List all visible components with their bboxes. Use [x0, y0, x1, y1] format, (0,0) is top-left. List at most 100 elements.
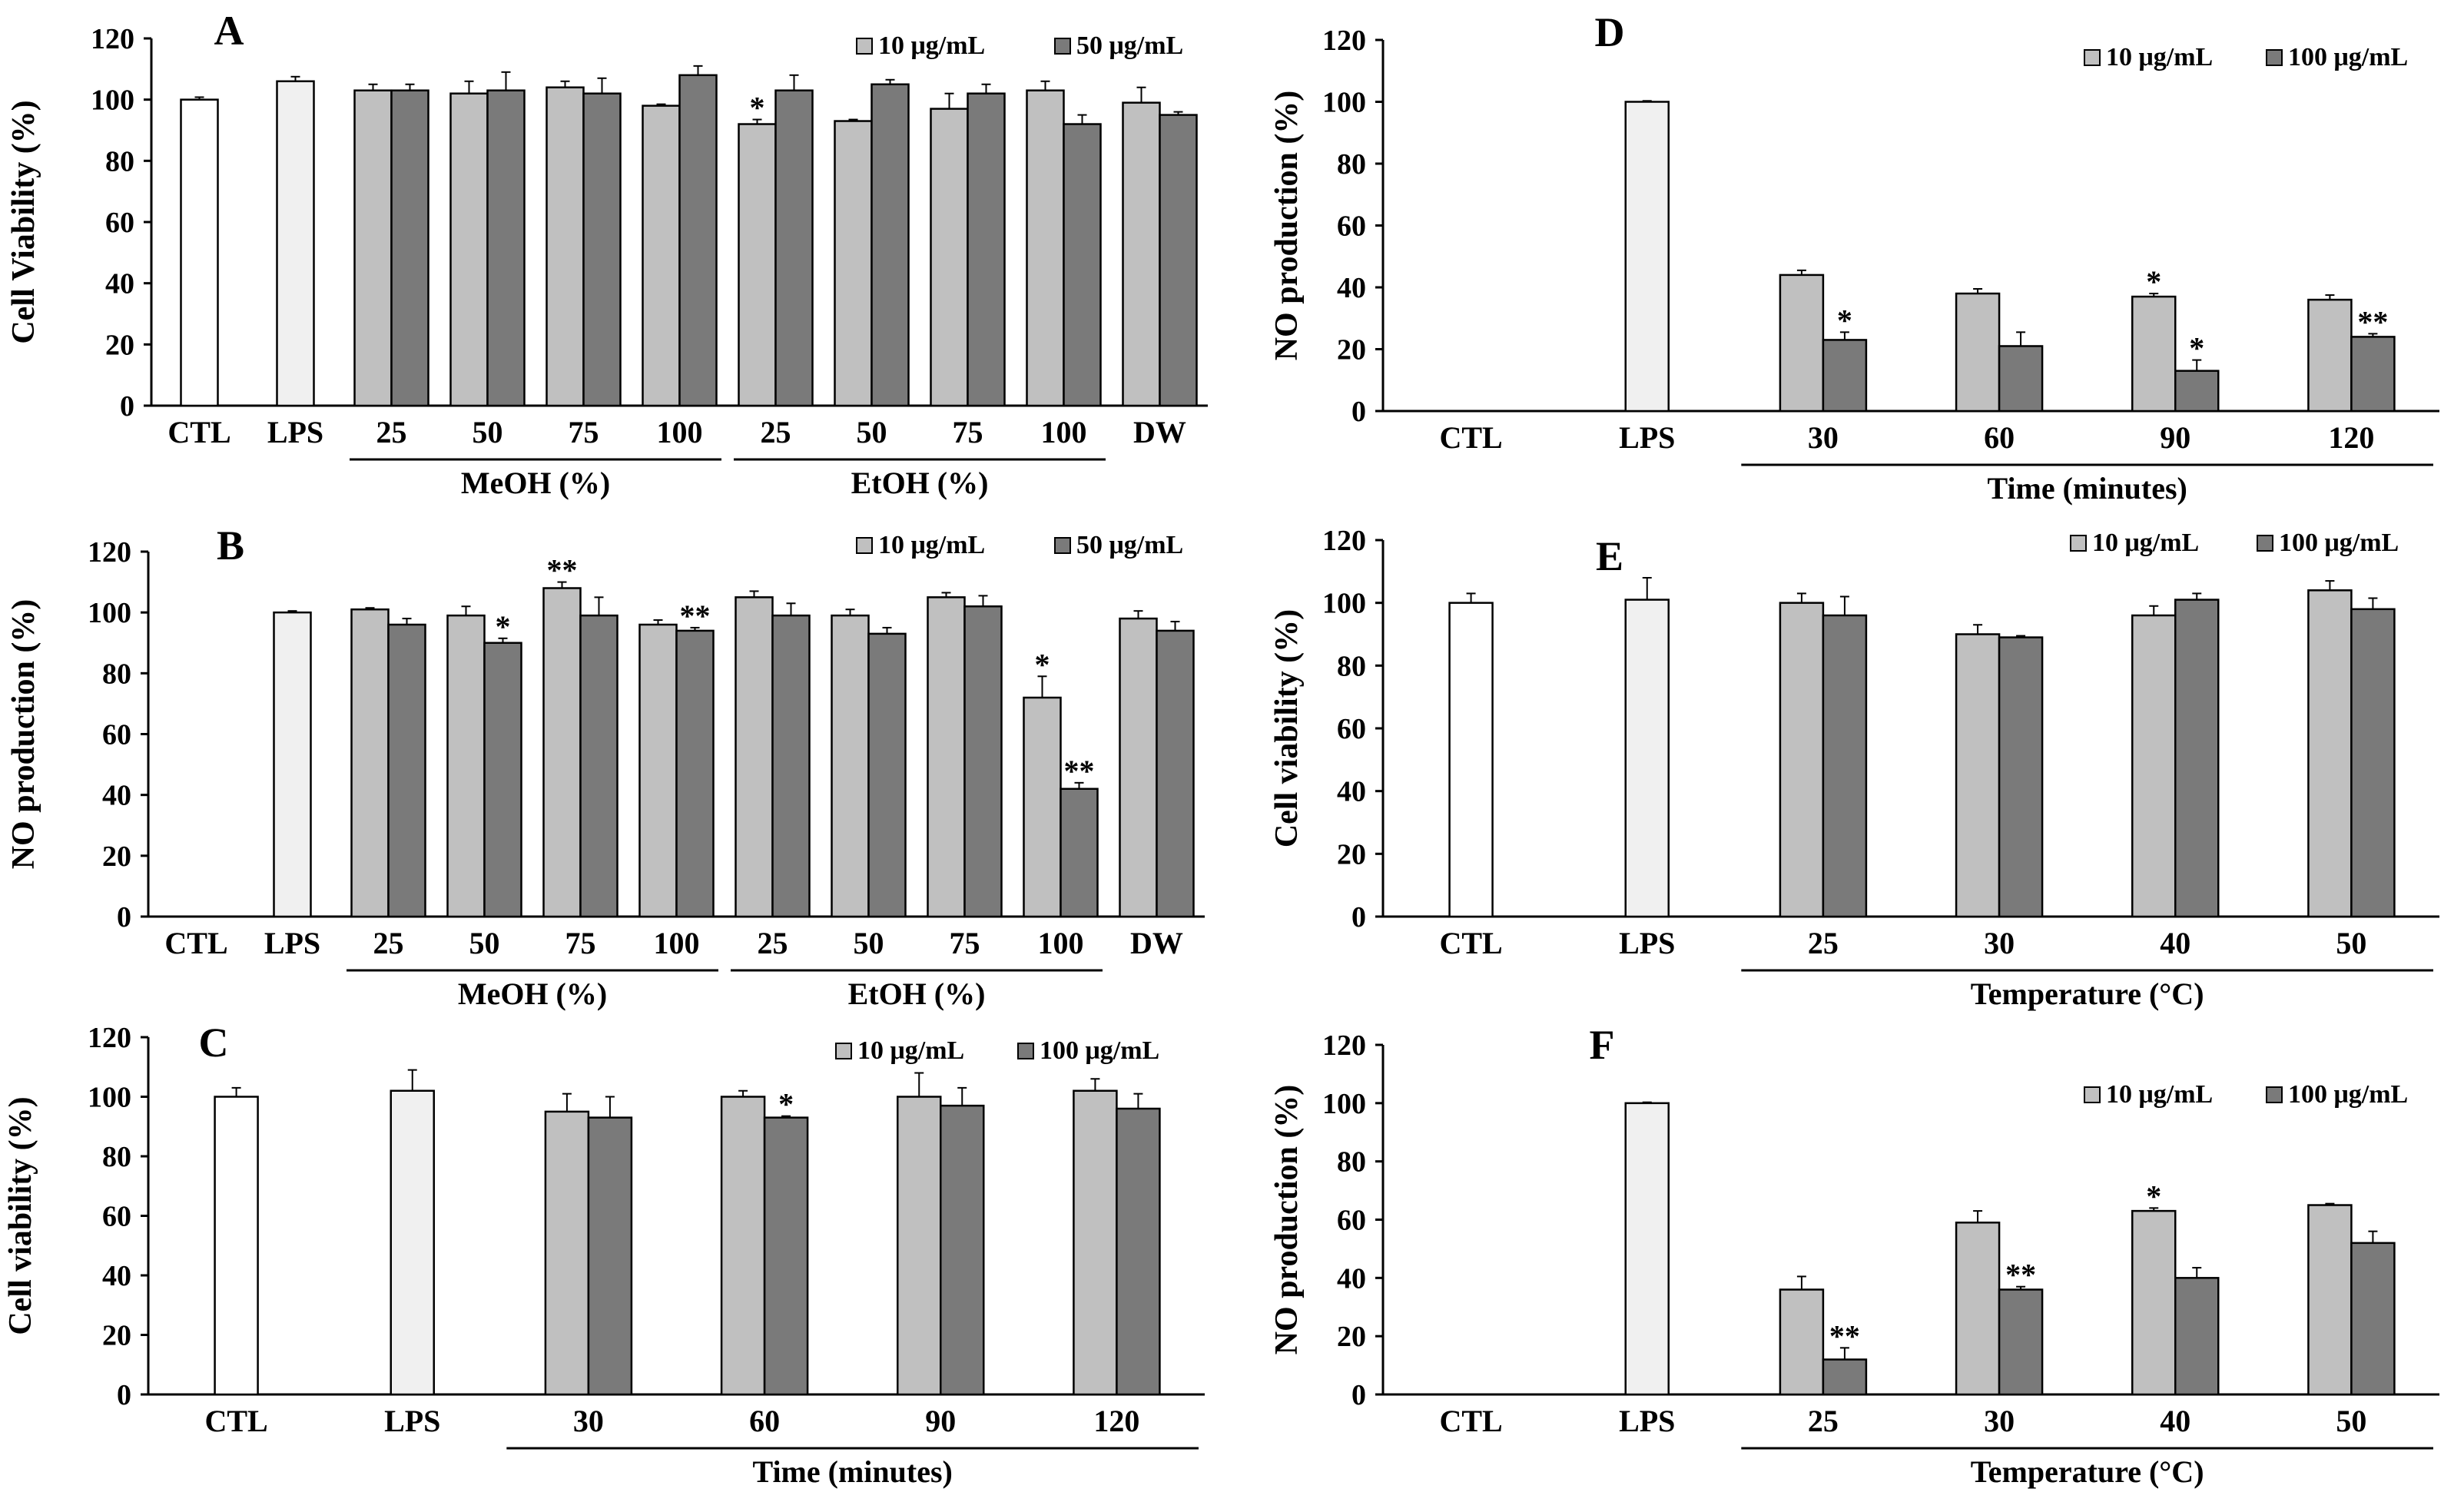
bar-series-2	[1159, 114, 1198, 407]
x-category-label: CTL	[204, 1404, 267, 1438]
bar-series-1	[353, 89, 393, 407]
y-tick-label: 100	[1322, 1088, 1366, 1120]
x-category-label: LPS	[1619, 1404, 1675, 1438]
bar-series-1	[642, 104, 681, 407]
panel-d: 0 20 40 60 80 100 120 NO production (%) D 10 μg/m…	[1269, 9, 2439, 506]
y-tick-label: 0	[1351, 901, 1366, 933]
bar-series-1	[1955, 292, 2001, 413]
bar-lps	[1624, 598, 1670, 918]
legend-label: 50 μg/mL	[1076, 32, 1183, 60]
group-label: EtOH (%)	[848, 976, 986, 1011]
legend-swatch	[856, 537, 873, 554]
panel-letter: D	[1595, 9, 1625, 55]
bar-series-1	[1955, 1222, 2001, 1396]
bar-series-2	[1822, 339, 1868, 413]
bar-series-1	[831, 614, 870, 918]
y-tick-label: 20	[105, 329, 134, 361]
y-tick-label: 0	[120, 390, 134, 423]
x-category-label: 75	[569, 415, 599, 449]
bar-series-2	[2174, 370, 2220, 413]
x-category-label: DW	[1133, 415, 1186, 449]
bar-series-2	[582, 92, 622, 407]
group-label: Time (minutes)	[752, 1454, 952, 1489]
bar-series-1	[350, 608, 390, 918]
significance-mark: *	[496, 609, 511, 644]
y-tick-label: 120	[88, 1022, 131, 1054]
y-tick-label: 60	[1337, 713, 1366, 745]
bar-series-2	[1998, 1288, 2044, 1396]
bar-series-1	[1119, 617, 1158, 918]
y-tick-label: 80	[105, 145, 134, 177]
x-category-label: 100	[657, 415, 703, 449]
bar-series-1	[720, 1096, 766, 1396]
significance-mark: **	[2357, 304, 2388, 339]
bar-series-1	[2131, 614, 2177, 918]
x-category-label: 30	[1984, 926, 2015, 960]
y-tick-label: 100	[88, 597, 131, 629]
y-tick-label: 20	[1337, 334, 1366, 366]
y-tick-label: 60	[102, 1201, 131, 1233]
y-tick-label: 40	[102, 1260, 131, 1292]
bar-lps	[276, 80, 315, 407]
y-axis-title: Cell viability (%)	[3, 1096, 38, 1335]
legend-label: 10 μg/mL	[2092, 529, 2199, 557]
x-category-label: 75	[565, 926, 596, 960]
y-tick-label: 120	[1322, 525, 1366, 557]
significance-mark: **	[1829, 1318, 1860, 1353]
bar-series-2	[387, 623, 426, 918]
bar-series-2	[678, 74, 718, 407]
x-category-label: 75	[950, 926, 980, 960]
y-tick-label: 0	[1351, 396, 1366, 428]
bar-series-1	[735, 596, 774, 918]
legend-swatch	[856, 38, 873, 55]
bar-series-2	[1156, 629, 1195, 918]
y-tick-label: 0	[1351, 1379, 1366, 1411]
panel-letter: A	[214, 8, 244, 54]
panel-letter: B	[217, 522, 244, 569]
bar-ctl	[214, 1096, 259, 1396]
y-axis-title: NO production (%)	[1269, 91, 1305, 361]
bar-series-1	[544, 1110, 590, 1396]
y-tick-label: 40	[1337, 776, 1366, 808]
bar-series-2	[963, 605, 1003, 918]
legend-label: 100 μg/mL	[2288, 43, 2408, 71]
y-tick-label: 20	[102, 841, 131, 873]
x-category-label: 50	[469, 926, 500, 960]
significance-mark: **	[547, 553, 578, 588]
y-tick-label: 100	[1322, 588, 1366, 620]
bar-series-1	[930, 108, 969, 407]
legend-label: 10 μg/mL	[878, 32, 985, 60]
y-tick-label: 40	[1337, 1262, 1366, 1295]
x-category-label: 25	[761, 415, 791, 449]
bar-series-2	[867, 632, 907, 918]
bar-series-2	[871, 83, 910, 407]
y-tick-label: 0	[117, 1379, 131, 1411]
significance-mark: **	[680, 598, 711, 633]
legend-label: 100 μg/mL	[2288, 1080, 2408, 1109]
bar-series-2	[1822, 614, 1868, 918]
legend-swatch	[2084, 49, 2101, 66]
y-tick-label: 0	[117, 901, 131, 933]
significance-mark: **	[2005, 1258, 2036, 1292]
x-category-label: 120	[2328, 420, 2374, 455]
bar-series-2	[1060, 788, 1099, 918]
bar-series-1	[738, 123, 777, 407]
legend-swatch	[2084, 1086, 2101, 1103]
bar-series-2	[2174, 598, 2220, 918]
x-category-label: 100	[654, 926, 700, 960]
y-tick-label: 40	[105, 268, 134, 300]
bar-series-1	[2307, 298, 2353, 413]
y-tick-label: 20	[1337, 1321, 1366, 1353]
x-category-label: LPS	[1619, 420, 1675, 455]
x-category-label: DW	[1130, 926, 1183, 960]
significance-mark: *	[2189, 331, 2204, 366]
group-label: Time (minutes)	[1987, 471, 2187, 506]
bar-series-2	[2350, 608, 2396, 918]
y-tick-label: 40	[1337, 272, 1366, 304]
x-category-label: LPS	[267, 415, 323, 449]
x-category-label: 30	[1984, 1404, 2015, 1438]
significance-mark: *	[778, 1087, 794, 1122]
x-category-label: 120	[1093, 1404, 1139, 1438]
y-tick-label: 20	[102, 1320, 131, 1352]
x-category-label: 40	[2160, 1404, 2190, 1438]
